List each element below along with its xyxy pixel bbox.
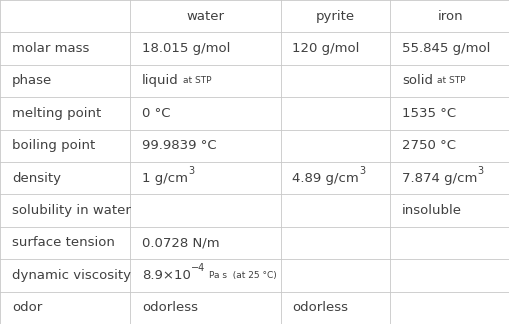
Text: 1 g/cm: 1 g/cm xyxy=(142,172,188,185)
Text: at STP: at STP xyxy=(182,76,211,86)
Text: 99.9839 °C: 99.9839 °C xyxy=(142,139,216,152)
Text: 120 g/mol: 120 g/mol xyxy=(292,42,359,55)
Text: Pa s  (at 25 °C): Pa s (at 25 °C) xyxy=(209,271,276,280)
Text: −4: −4 xyxy=(190,263,205,273)
Text: 0 °C: 0 °C xyxy=(142,107,170,120)
Text: pyrite: pyrite xyxy=(315,10,354,23)
Text: 55.845 g/mol: 55.845 g/mol xyxy=(402,42,490,55)
Text: 2750 °C: 2750 °C xyxy=(402,139,455,152)
Text: at STP: at STP xyxy=(436,76,465,86)
Text: melting point: melting point xyxy=(12,107,101,120)
Text: 18.015 g/mol: 18.015 g/mol xyxy=(142,42,230,55)
Text: solid: solid xyxy=(402,75,432,87)
Text: water: water xyxy=(186,10,224,23)
Text: liquid: liquid xyxy=(142,75,179,87)
Text: boiling point: boiling point xyxy=(12,139,95,152)
Text: odorless: odorless xyxy=(142,301,197,314)
Text: surface tension: surface tension xyxy=(12,237,115,249)
Text: 3: 3 xyxy=(358,166,364,176)
Text: iron: iron xyxy=(436,10,462,23)
Text: molar mass: molar mass xyxy=(12,42,89,55)
Text: insoluble: insoluble xyxy=(402,204,461,217)
Text: 3: 3 xyxy=(188,166,194,176)
Text: 7.874 g/cm: 7.874 g/cm xyxy=(402,172,476,185)
Text: 4.89 g/cm: 4.89 g/cm xyxy=(292,172,358,185)
Text: odor: odor xyxy=(12,301,42,314)
Text: dynamic viscosity: dynamic viscosity xyxy=(12,269,131,282)
Text: solubility in water: solubility in water xyxy=(12,204,131,217)
Text: 0.0728 N/m: 0.0728 N/m xyxy=(142,237,219,249)
Text: odorless: odorless xyxy=(292,301,348,314)
Text: density: density xyxy=(12,172,61,185)
Text: 1535 °C: 1535 °C xyxy=(402,107,456,120)
Text: 3: 3 xyxy=(476,166,483,176)
Text: phase: phase xyxy=(12,75,52,87)
Text: 8.9×10: 8.9×10 xyxy=(142,269,190,282)
